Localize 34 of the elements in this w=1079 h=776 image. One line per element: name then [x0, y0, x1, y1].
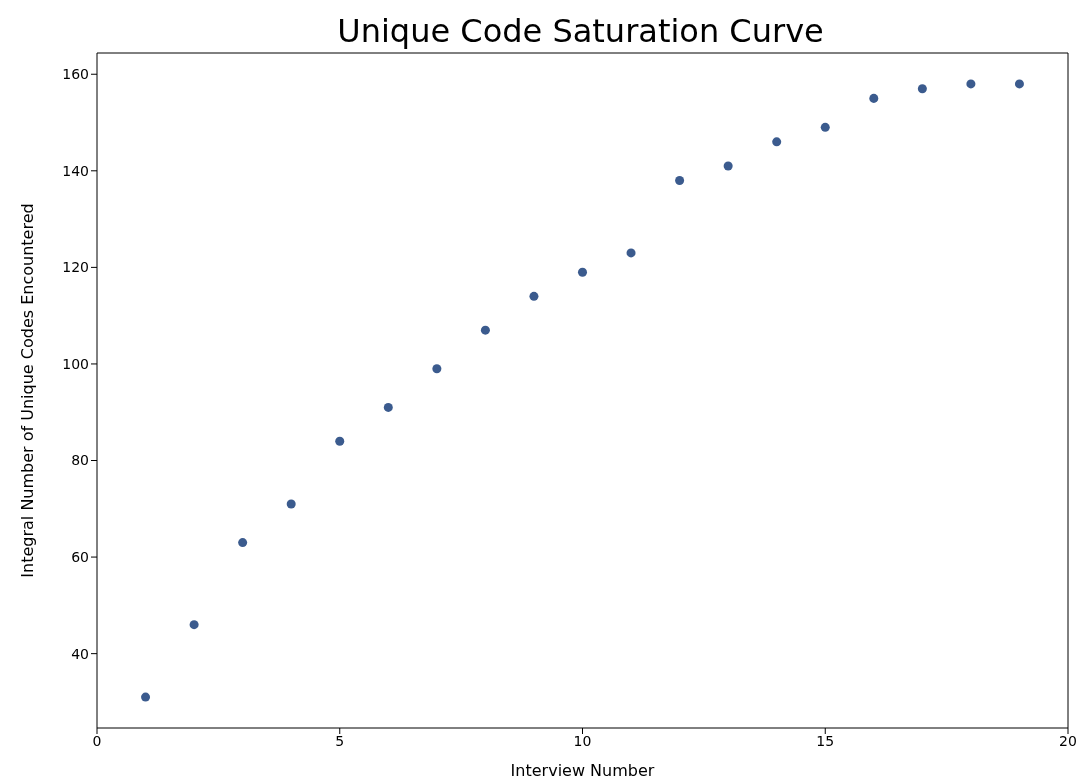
point: [480, 325, 490, 335]
y-tick-label: 60: [71, 549, 89, 566]
point: [432, 364, 442, 374]
point: [189, 620, 199, 630]
point: [1014, 79, 1024, 89]
point: [966, 79, 976, 89]
point: [917, 84, 927, 94]
y-tick-label: 80: [71, 452, 89, 469]
point: [335, 436, 345, 446]
point: [723, 161, 733, 171]
point: [383, 402, 393, 412]
x-tick-label: 10: [573, 732, 592, 749]
y-axis-title: Integral Number of Unique Codes Encountered: [17, 203, 37, 578]
y-tick-label: 120: [62, 259, 89, 276]
y-tick-label: 140: [62, 162, 89, 179]
x-tick-label: 20: [1059, 732, 1077, 749]
y-tick-label: 100: [62, 355, 89, 372]
point: [675, 175, 685, 185]
chart-title: Unique Code Saturation Curve: [336, 12, 825, 50]
x-axis-title: Interview Number: [510, 761, 655, 776]
point: [286, 499, 296, 509]
point: [626, 248, 636, 258]
x-tick-label: 15: [816, 732, 835, 749]
x-tick-label: 0: [92, 732, 102, 749]
x-tick-label: 5: [335, 732, 345, 749]
point: [141, 692, 151, 702]
point: [869, 93, 879, 103]
point: [772, 137, 782, 147]
point: [238, 538, 248, 548]
point: [577, 267, 588, 277]
y-tick-label: 160: [62, 66, 89, 83]
point: [529, 291, 539, 301]
point: [820, 122, 830, 132]
y-tick-label: 40: [71, 645, 89, 662]
